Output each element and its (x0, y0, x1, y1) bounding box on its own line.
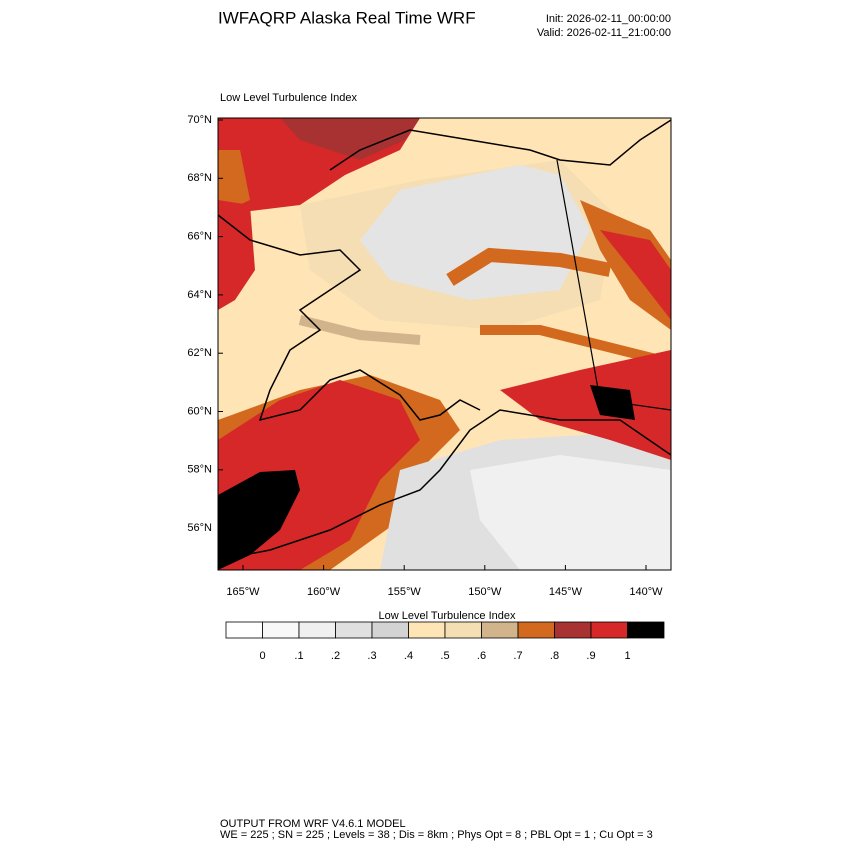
lon-label: 145°W (549, 586, 583, 598)
lat-label: 66°N (187, 231, 212, 243)
map-title: Low Level Turbulence Index (220, 92, 357, 104)
footer-line: OUTPUT FROM WRF V4.6.1 MODEL (220, 818, 406, 830)
lat-label: 64°N (187, 289, 212, 301)
title: IWFAQRP Alaska Real Time WRF (218, 8, 476, 27)
footer-line: WE = 225 ; SN = 225 ; Levels = 38 ; Dis … (220, 829, 653, 841)
colorbar-label: 1 (624, 650, 630, 662)
colorbar-label: .1 (294, 650, 303, 662)
lat-label: 58°N (187, 464, 212, 476)
colorbar-title: Low Level Turbulence Index (379, 610, 516, 622)
colorbar-label: .3 (367, 650, 376, 662)
colorbar-box (481, 621, 519, 639)
lat-label: 60°N (187, 405, 212, 417)
colorbar-label: .5 (440, 650, 449, 662)
lon-label: 150°W (468, 586, 502, 598)
colorbar-label: .7 (513, 650, 522, 662)
lat-label: 68°N (187, 172, 212, 184)
colorbar-label: .2 (331, 650, 340, 662)
lon-label: 165°W (226, 586, 260, 598)
valid-time: Valid: 2026-02-11_21:00:00 (537, 27, 671, 39)
colorbar-box (444, 621, 482, 639)
colorbar-box (262, 621, 300, 639)
colorbar-box (335, 621, 373, 639)
colorbar-box (371, 621, 409, 639)
lat-label: 62°N (187, 347, 212, 359)
colorbar-box (298, 621, 336, 639)
colorbar-label: .6 (477, 650, 486, 662)
lat-label: 70°N (187, 114, 212, 126)
colorbar-box (225, 621, 263, 639)
colorbar-label: 0 (259, 650, 265, 662)
init-time: Init: 2026-02-11_00:00:00 (546, 13, 671, 25)
lat-label: 56°N (187, 522, 212, 534)
map-frame (217, 117, 672, 571)
colorbar-box (627, 621, 665, 639)
colorbar-box (408, 621, 446, 639)
colorbar-box (517, 621, 555, 639)
map-field (218, 118, 671, 570)
colorbar-box (554, 621, 592, 639)
lon-label: 155°W (388, 586, 422, 598)
colorbar-label: .8 (550, 650, 559, 662)
colorbar-box (590, 621, 628, 639)
lon-label: 140°W (629, 586, 663, 598)
colorbar-label: .4 (404, 650, 413, 662)
lon-label: 160°W (307, 586, 341, 598)
colorbar-label: .9 (586, 650, 595, 662)
